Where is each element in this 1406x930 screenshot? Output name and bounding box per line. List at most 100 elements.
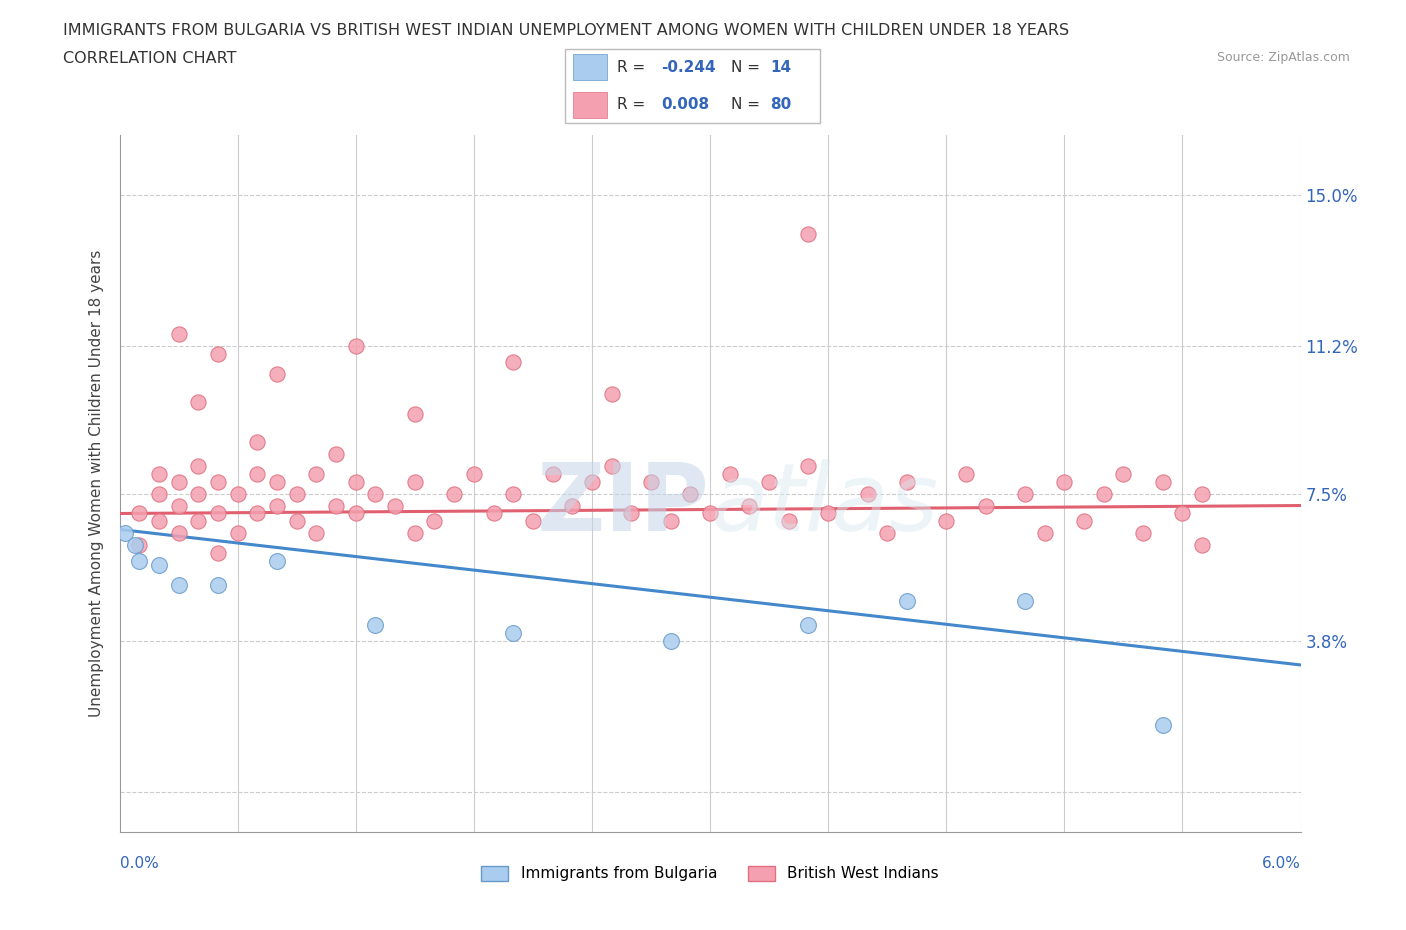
Text: 80: 80 <box>770 98 792 113</box>
Point <box>1152 717 1174 732</box>
Bar <box>572 54 606 80</box>
Text: atlas: atlas <box>710 459 938 550</box>
Point <box>344 474 367 489</box>
Point <box>384 498 406 513</box>
Point <box>344 339 367 353</box>
Point <box>581 474 603 489</box>
Point <box>1191 538 1213 552</box>
Point <box>955 466 977 481</box>
Point <box>148 558 170 573</box>
Text: R =: R = <box>617 60 650 74</box>
Point <box>1191 486 1213 501</box>
Point <box>404 526 426 541</box>
Text: R =: R = <box>617 98 650 113</box>
Text: 0.0%: 0.0% <box>120 856 159 870</box>
Point <box>659 514 682 529</box>
Point <box>128 506 150 521</box>
Point <box>167 526 190 541</box>
Point <box>167 498 190 513</box>
Point <box>699 506 721 521</box>
Point <box>404 474 426 489</box>
Point <box>659 633 682 648</box>
Text: CORRELATION CHART: CORRELATION CHART <box>63 51 236 66</box>
Point <box>1152 474 1174 489</box>
Text: 0.008: 0.008 <box>661 98 710 113</box>
Point <box>285 514 308 529</box>
Point <box>600 387 623 402</box>
Point <box>187 486 209 501</box>
Point <box>817 506 839 521</box>
Point <box>620 506 643 521</box>
Point <box>226 486 249 501</box>
Point <box>266 474 288 489</box>
Point <box>1132 526 1154 541</box>
Text: Source: ZipAtlas.com: Source: ZipAtlas.com <box>1216 51 1350 64</box>
Text: N =: N = <box>731 60 765 74</box>
Point <box>1171 506 1194 521</box>
Point <box>207 578 229 592</box>
Point <box>187 514 209 529</box>
Point <box>1112 466 1135 481</box>
Point <box>305 526 328 541</box>
Text: 14: 14 <box>770 60 792 74</box>
Point <box>561 498 583 513</box>
Point <box>167 474 190 489</box>
Point <box>207 546 229 561</box>
Point <box>974 498 997 513</box>
Point <box>896 593 918 608</box>
Point <box>285 486 308 501</box>
Point <box>167 326 190 341</box>
Point <box>856 486 879 501</box>
Point <box>114 526 136 541</box>
Point <box>364 618 387 632</box>
Text: -0.244: -0.244 <box>661 60 716 74</box>
Point <box>423 514 446 529</box>
Point <box>226 526 249 541</box>
Point <box>246 434 269 449</box>
Point <box>167 578 190 592</box>
Point <box>797 458 820 473</box>
Point <box>935 514 957 529</box>
Point <box>187 458 209 473</box>
Point <box>463 466 485 481</box>
Point <box>246 506 269 521</box>
Point <box>600 458 623 473</box>
Point <box>718 466 741 481</box>
Point <box>876 526 898 541</box>
Legend: Immigrants from Bulgaria, British West Indians: Immigrants from Bulgaria, British West I… <box>475 859 945 887</box>
Text: IMMIGRANTS FROM BULGARIA VS BRITISH WEST INDIAN UNEMPLOYMENT AMONG WOMEN WITH CH: IMMIGRANTS FROM BULGARIA VS BRITISH WEST… <box>63 23 1070 38</box>
Text: 6.0%: 6.0% <box>1261 856 1301 870</box>
Point <box>364 486 387 501</box>
Bar <box>572 92 606 118</box>
Point <box>1092 486 1115 501</box>
Point <box>207 347 229 362</box>
Point <box>128 538 150 552</box>
Point <box>1073 514 1095 529</box>
Point <box>1053 474 1076 489</box>
Point <box>148 514 170 529</box>
Point <box>896 474 918 489</box>
Point <box>738 498 761 513</box>
Point <box>1014 593 1036 608</box>
Point <box>1014 486 1036 501</box>
Point <box>124 538 146 552</box>
Point <box>266 498 288 513</box>
Point <box>148 466 170 481</box>
Point <box>207 474 229 489</box>
Point <box>148 486 170 501</box>
Point <box>679 486 702 501</box>
Point <box>797 227 820 242</box>
Point <box>187 394 209 409</box>
Point <box>522 514 544 529</box>
Point <box>482 506 505 521</box>
Point <box>266 554 288 569</box>
Point <box>502 486 524 501</box>
Y-axis label: Unemployment Among Women with Children Under 18 years: Unemployment Among Women with Children U… <box>89 250 104 717</box>
Point <box>305 466 328 481</box>
Point <box>797 618 820 632</box>
Point <box>778 514 800 529</box>
Point <box>325 498 347 513</box>
Point <box>502 626 524 641</box>
Point <box>325 446 347 461</box>
Point <box>404 406 426 421</box>
